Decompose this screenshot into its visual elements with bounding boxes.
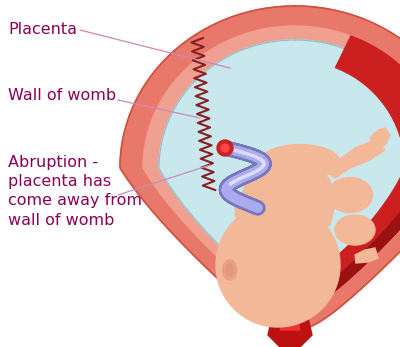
Polygon shape bbox=[268, 305, 312, 347]
Polygon shape bbox=[159, 40, 400, 296]
Ellipse shape bbox=[328, 178, 372, 212]
Ellipse shape bbox=[249, 201, 291, 223]
Text: Wall of womb: Wall of womb bbox=[8, 88, 116, 103]
Polygon shape bbox=[311, 36, 400, 306]
Polygon shape bbox=[235, 158, 335, 238]
Polygon shape bbox=[312, 208, 400, 306]
Circle shape bbox=[221, 144, 229, 152]
Polygon shape bbox=[120, 6, 400, 330]
Text: Placenta: Placenta bbox=[8, 22, 77, 37]
Polygon shape bbox=[280, 315, 300, 330]
Polygon shape bbox=[325, 140, 385, 178]
Polygon shape bbox=[370, 128, 390, 148]
Circle shape bbox=[217, 140, 233, 156]
Ellipse shape bbox=[335, 215, 375, 245]
Text: Abruption -
placenta has
come away from
wall of womb: Abruption - placenta has come away from … bbox=[8, 155, 142, 228]
Circle shape bbox=[216, 203, 340, 327]
Polygon shape bbox=[143, 26, 400, 310]
Ellipse shape bbox=[226, 264, 233, 276]
Ellipse shape bbox=[260, 144, 340, 179]
Polygon shape bbox=[355, 248, 378, 263]
Ellipse shape bbox=[223, 260, 237, 280]
Polygon shape bbox=[265, 298, 315, 322]
Ellipse shape bbox=[234, 191, 270, 219]
